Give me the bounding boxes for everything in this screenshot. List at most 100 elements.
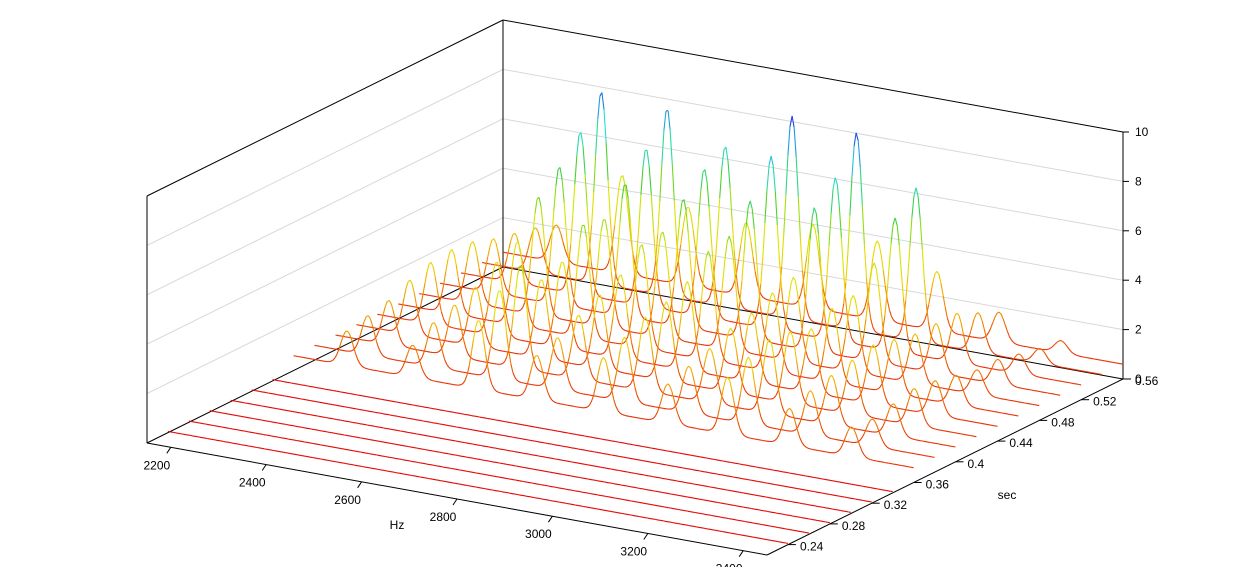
trace-segment xyxy=(703,256,707,273)
trace-segment xyxy=(773,395,777,399)
trace-segment xyxy=(913,388,917,392)
trace-segment xyxy=(754,271,758,283)
trace-segment xyxy=(626,340,630,351)
trace-segment xyxy=(764,424,768,427)
trace-segment xyxy=(930,381,934,387)
trace-segment xyxy=(876,344,879,347)
trace-segment xyxy=(620,285,623,288)
trace-segment xyxy=(741,254,745,281)
trace-segment xyxy=(737,394,741,406)
trace-segment xyxy=(860,393,864,403)
trace-segment xyxy=(760,256,764,284)
trace-segment xyxy=(976,369,980,372)
trace-segment xyxy=(917,396,922,405)
trace-segment xyxy=(891,316,895,321)
trace-segment xyxy=(878,428,882,432)
trace-segment xyxy=(605,262,609,268)
trace-segment xyxy=(480,280,484,292)
trace-segment xyxy=(828,342,832,350)
trace-segment xyxy=(592,387,596,397)
trace-segment xyxy=(705,372,709,375)
trace-segment xyxy=(841,303,845,317)
trace-segment xyxy=(892,363,896,366)
trace-segment xyxy=(606,230,610,251)
trace-segment xyxy=(884,415,888,422)
trace-segment xyxy=(555,402,559,404)
trace-segment xyxy=(610,272,615,293)
trace-segment xyxy=(596,328,600,336)
trace-segment xyxy=(582,146,586,175)
trace-segment xyxy=(512,372,516,378)
trace-segment xyxy=(336,348,340,355)
trace-segment xyxy=(780,421,784,429)
trace-segment xyxy=(673,200,677,236)
trace-segment xyxy=(357,359,361,364)
trace-segment xyxy=(927,322,932,334)
trace-segment xyxy=(526,242,531,252)
trace-segment xyxy=(564,249,568,256)
trace-segment xyxy=(927,378,931,383)
trace-segment xyxy=(513,243,517,254)
trace-segment xyxy=(538,328,542,331)
trace-segment xyxy=(494,348,498,351)
trace-segment xyxy=(829,307,833,313)
trace-segment xyxy=(794,374,798,377)
trace-segment xyxy=(966,351,971,359)
trace-segment xyxy=(578,392,582,395)
trace-segment xyxy=(730,242,734,260)
trace-segment xyxy=(772,165,776,192)
trace-segment xyxy=(913,187,917,196)
trace-segment xyxy=(627,198,631,223)
trace-segment xyxy=(831,307,835,313)
trace-segment xyxy=(551,344,555,354)
trace-segment xyxy=(831,395,835,398)
trace-segment xyxy=(840,442,844,448)
trace-segment xyxy=(386,357,390,360)
trace-segment xyxy=(580,307,583,310)
trace-segment xyxy=(622,413,625,416)
trace-segment xyxy=(925,350,929,359)
trace-segment xyxy=(686,365,690,370)
trace-segment xyxy=(538,197,542,208)
trace-segment xyxy=(692,396,696,399)
trace-segment xyxy=(567,256,571,278)
trace-segment xyxy=(839,315,843,323)
trace-segment xyxy=(662,386,667,393)
trace-segment xyxy=(844,431,849,438)
trace-0.46 xyxy=(398,224,1019,417)
trace-segment xyxy=(630,378,634,384)
trace-segment xyxy=(541,382,545,385)
trace-segment xyxy=(867,302,872,319)
trace-segment xyxy=(704,330,707,332)
trace-segment xyxy=(766,164,770,190)
trace-segment xyxy=(492,347,496,350)
trace-segment xyxy=(929,382,933,386)
trace-segment xyxy=(939,333,943,345)
trace-segment xyxy=(757,283,762,307)
trace-segment xyxy=(796,360,800,376)
trace-segment xyxy=(404,354,408,361)
trace-segment xyxy=(526,377,530,385)
trace-segment xyxy=(882,270,886,287)
trace-segment xyxy=(938,357,941,360)
trace-segment xyxy=(1046,348,1049,351)
trace-segment xyxy=(363,316,367,322)
trace-0.36 xyxy=(293,320,914,469)
trace-segment xyxy=(721,354,725,367)
trace-segment xyxy=(584,321,587,324)
trace-segment xyxy=(357,336,361,343)
trace-0.26 xyxy=(188,420,810,534)
trace-segment xyxy=(435,326,440,335)
trace-segment xyxy=(693,317,697,336)
trace-segment xyxy=(766,339,770,344)
trace-segment xyxy=(989,392,993,396)
trace-segment xyxy=(553,338,557,345)
trace-segment xyxy=(535,227,539,232)
trace-segment xyxy=(1062,341,1066,345)
trace-segment xyxy=(330,359,334,362)
trace-segment xyxy=(468,314,471,317)
trace-segment xyxy=(943,402,947,409)
trace-segment xyxy=(558,359,562,362)
trace-segment xyxy=(874,348,879,358)
trace-segment xyxy=(634,387,638,396)
